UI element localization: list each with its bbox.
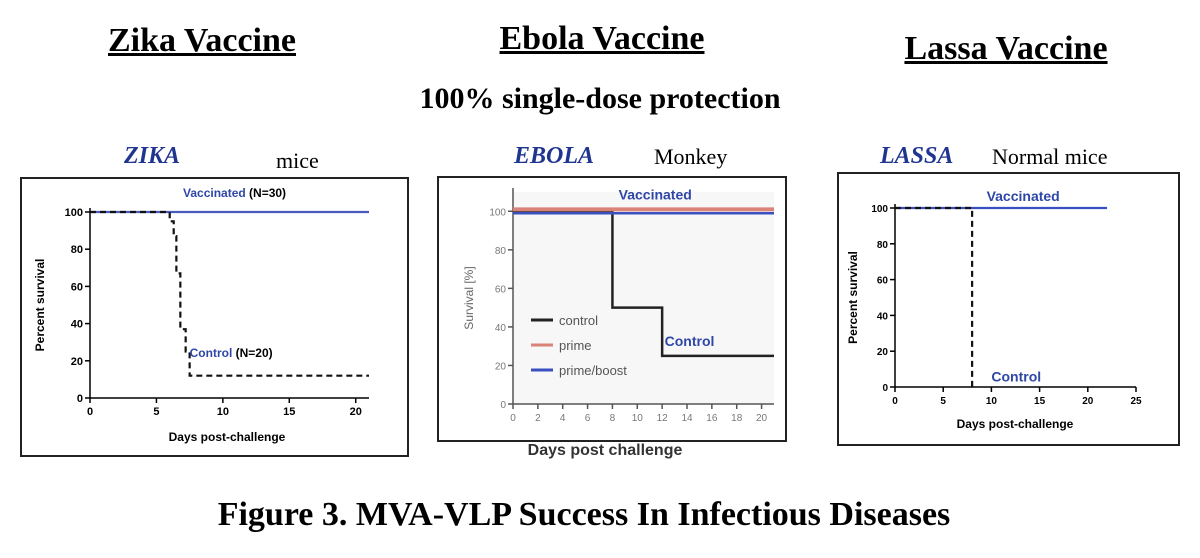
lassa-x-tick-label: 10 — [986, 396, 998, 407]
ebola-legend-label: control — [559, 313, 598, 328]
zika-chart-frame: 0 20 40 60 80 100 0 5 10 15 20 Days post-challenge P… — [20, 177, 409, 457]
zika-ylabel: Percent survival — [33, 259, 47, 352]
lassa-x-tick-label: 0 — [892, 396, 898, 407]
figure-caption: Figure 3. MVA-VLP Success In Infectious … — [217, 496, 951, 533]
ebola-ylabel: Survival [%] — [462, 266, 476, 329]
ebola-x-tick-label: 14 — [681, 413, 693, 424]
zika-survival-chart: 0 20 40 60 80 100 0 5 10 15 20 Days post-challenge P… — [33, 186, 369, 444]
ebola-survival-chart: 0 20 40 60 80 100 0 2 4 6 8 10 12 14 16 18 20 Survival [%… — [462, 187, 774, 424]
ebola-x-tick-label: 20 — [756, 413, 768, 424]
ebola-y-tick-label: 80 — [495, 246, 507, 257]
zika-y-tick-label: 80 — [71, 244, 83, 256]
ebola-panel-model: Monkey — [654, 144, 728, 169]
ebola-x-tick-label: 6 — [585, 413, 591, 424]
lassa-panel-model: Normal mice — [992, 144, 1108, 169]
lassa-ylabel: Percent survival — [846, 251, 860, 344]
lassa-vaccine-heading: Lassa Vaccine — [904, 30, 1108, 67]
ebola-x-tick-label: 4 — [560, 413, 566, 424]
ebola-y-tick-label: 100 — [489, 207, 506, 218]
lassa-annotation-vaccinated: Vaccinated — [987, 188, 1060, 204]
zika-x-tick-label: 5 — [153, 406, 159, 418]
ebola-plot-bg — [513, 192, 774, 404]
zika-x-tick-label: 20 — [350, 406, 362, 418]
zika-annotation-control: Control (N=20) — [190, 346, 273, 360]
ebola-y-tick-label: 60 — [495, 284, 507, 295]
ebola-x-tick-label: 0 — [510, 413, 516, 424]
ebola-xlabel: Days post challenge — [527, 442, 683, 459]
ebola-x-tick-label: 2 — [535, 413, 541, 424]
zika-xlabel: Days post-challenge — [169, 430, 286, 444]
lassa-y-tick-label: 0 — [882, 383, 888, 394]
ebola-vaccine-heading: Ebola Vaccine — [499, 20, 705, 57]
lassa-survival-chart: 0 20 40 60 80 100 0 5 10 15 20 25 Days post-challeng… — [846, 188, 1142, 431]
ebola-annotation-vaccinated: Vaccinated — [619, 187, 692, 203]
zika-y-tick-label: 0 — [77, 393, 83, 405]
zika-panel-model: mice — [276, 148, 319, 173]
lassa-x-tick-label: 20 — [1082, 396, 1094, 407]
lassa-y-tick-label: 60 — [877, 276, 889, 287]
lassa-x-tick-label: 5 — [940, 396, 946, 407]
lassa-y-tick-label: 80 — [877, 240, 889, 251]
lassa-chart-frame: 0 20 40 60 80 100 0 5 10 15 20 25 Days post-challeng… — [837, 172, 1180, 446]
ebola-x-tick-label: 10 — [632, 413, 644, 424]
lassa-x-tick-label: 15 — [1034, 396, 1046, 407]
lassa-annotation-control: Control — [991, 369, 1041, 385]
zika-x-tick-label: 15 — [283, 406, 295, 418]
ebola-annotation-control: Control — [665, 333, 715, 349]
ebola-chart-frame: 0 20 40 60 80 100 0 2 4 6 8 10 12 14 16 18 20 Survival [%… — [437, 176, 787, 442]
zika-y-tick-label: 60 — [71, 281, 83, 293]
zika-panel-title: ZIKA — [124, 143, 181, 169]
ebola-y-tick-label: 0 — [500, 400, 506, 411]
lassa-series-control — [895, 206, 974, 387]
zika-x-tick-label: 10 — [217, 406, 229, 418]
ebola-y-tick-label: 40 — [495, 323, 507, 334]
ebola-x-tick-label: 18 — [731, 413, 743, 424]
zika-vaccine-heading: Zika Vaccine — [108, 22, 296, 59]
ebola-panel-title: EBOLA — [514, 143, 595, 169]
ebola-y-tick-label: 20 — [495, 361, 507, 372]
lassa-y-tick-label: 40 — [877, 311, 889, 322]
lassa-y-tick-label: 100 — [871, 204, 888, 215]
ebola-legend-label: prime — [559, 338, 592, 353]
ebola-x-tick-label: 12 — [657, 413, 669, 424]
ebola-x-tick-label: 16 — [706, 413, 718, 424]
zika-annotation-vaccinated: Vaccinated (N=30) — [183, 186, 286, 200]
ebola-x-tick-label: 8 — [610, 413, 616, 424]
lassa-panel-title: LASSA — [880, 143, 954, 169]
lassa-x-tick-label: 25 — [1130, 396, 1142, 407]
zika-y-tick-label: 20 — [71, 356, 83, 368]
zika-annotation-count: (N=20) — [232, 346, 272, 360]
zika-x-tick-label: 0 — [87, 406, 93, 418]
zika-y-tick-label: 100 — [65, 207, 83, 219]
protection-subtitle: 100% single-dose protection — [419, 82, 781, 115]
zika-y-tick-label: 40 — [71, 319, 83, 331]
zika-annotation-count: (N=30) — [246, 186, 286, 200]
lassa-xlabel: Days post-challenge — [957, 417, 1074, 431]
lassa-y-tick-label: 20 — [877, 347, 889, 358]
ebola-legend-label: prime/boost — [559, 363, 627, 378]
